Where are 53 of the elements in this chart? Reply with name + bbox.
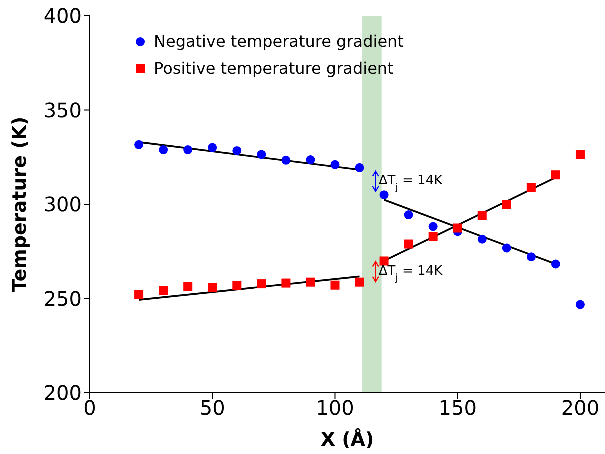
legend-label: Positive temperature gradient <box>154 58 394 80</box>
point <box>428 232 438 242</box>
point <box>159 286 168 296</box>
y-tick-label: 250 <box>44 286 82 311</box>
point <box>330 280 340 290</box>
x-tick-label: 200 <box>561 396 600 420</box>
point <box>208 143 218 152</box>
y-tick-label: 400 <box>44 4 82 28</box>
point <box>282 156 291 165</box>
point <box>526 183 536 192</box>
y-axis-title: Temperature (K) <box>9 116 31 292</box>
point <box>134 140 144 150</box>
point <box>502 200 512 210</box>
x-tick-label: 0 <box>84 396 96 420</box>
point <box>159 146 168 155</box>
x-axis-title: X (Å) <box>320 428 374 451</box>
point <box>257 150 266 160</box>
point <box>355 278 364 287</box>
point <box>184 146 193 155</box>
point <box>184 282 193 292</box>
annotation: ΔT$_{j}$ = 14K <box>378 174 444 194</box>
point <box>306 278 316 287</box>
point <box>355 163 364 172</box>
point <box>208 283 218 292</box>
x-tick-label: 100 <box>316 396 354 420</box>
point <box>134 290 144 300</box>
y-tick-label: 300 <box>44 192 82 217</box>
y-tick-label: 200 <box>44 381 82 406</box>
point <box>526 252 536 262</box>
point <box>404 240 414 249</box>
x-tick-label: 50 <box>200 396 226 420</box>
point <box>428 222 438 232</box>
point <box>478 212 487 220</box>
point <box>551 260 560 269</box>
point <box>232 281 242 290</box>
point <box>502 244 512 253</box>
x-tick-label: 150 <box>438 396 477 420</box>
point <box>478 234 487 244</box>
point <box>330 160 340 170</box>
point <box>232 146 242 156</box>
point <box>453 224 462 233</box>
point <box>576 300 585 310</box>
annotation: ΔT$_{j}$ = 14K <box>378 264 444 284</box>
point <box>380 256 389 266</box>
point <box>257 280 266 289</box>
point <box>404 210 414 220</box>
point <box>380 190 389 200</box>
point <box>551 170 560 180</box>
y-tick-label: 350 <box>44 98 82 122</box>
point <box>576 150 585 160</box>
legend-label: Negative temperature gradient <box>154 31 404 53</box>
point <box>282 278 291 288</box>
point <box>306 156 316 165</box>
